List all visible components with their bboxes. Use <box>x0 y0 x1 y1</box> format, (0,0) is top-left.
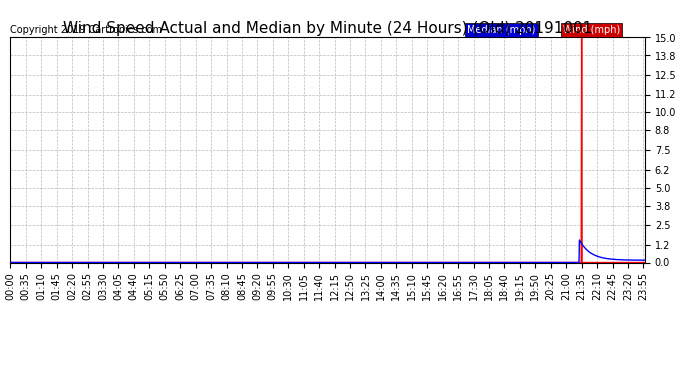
Text: Copyright 2019 Cartronics.com: Copyright 2019 Cartronics.com <box>10 25 162 35</box>
Title: Wind Speed Actual and Median by Minute (24 Hours) (Old) 20191001: Wind Speed Actual and Median by Minute (… <box>63 21 593 36</box>
Text: Median (mph): Median (mph) <box>467 25 535 34</box>
Text: Wind (mph): Wind (mph) <box>562 25 620 34</box>
